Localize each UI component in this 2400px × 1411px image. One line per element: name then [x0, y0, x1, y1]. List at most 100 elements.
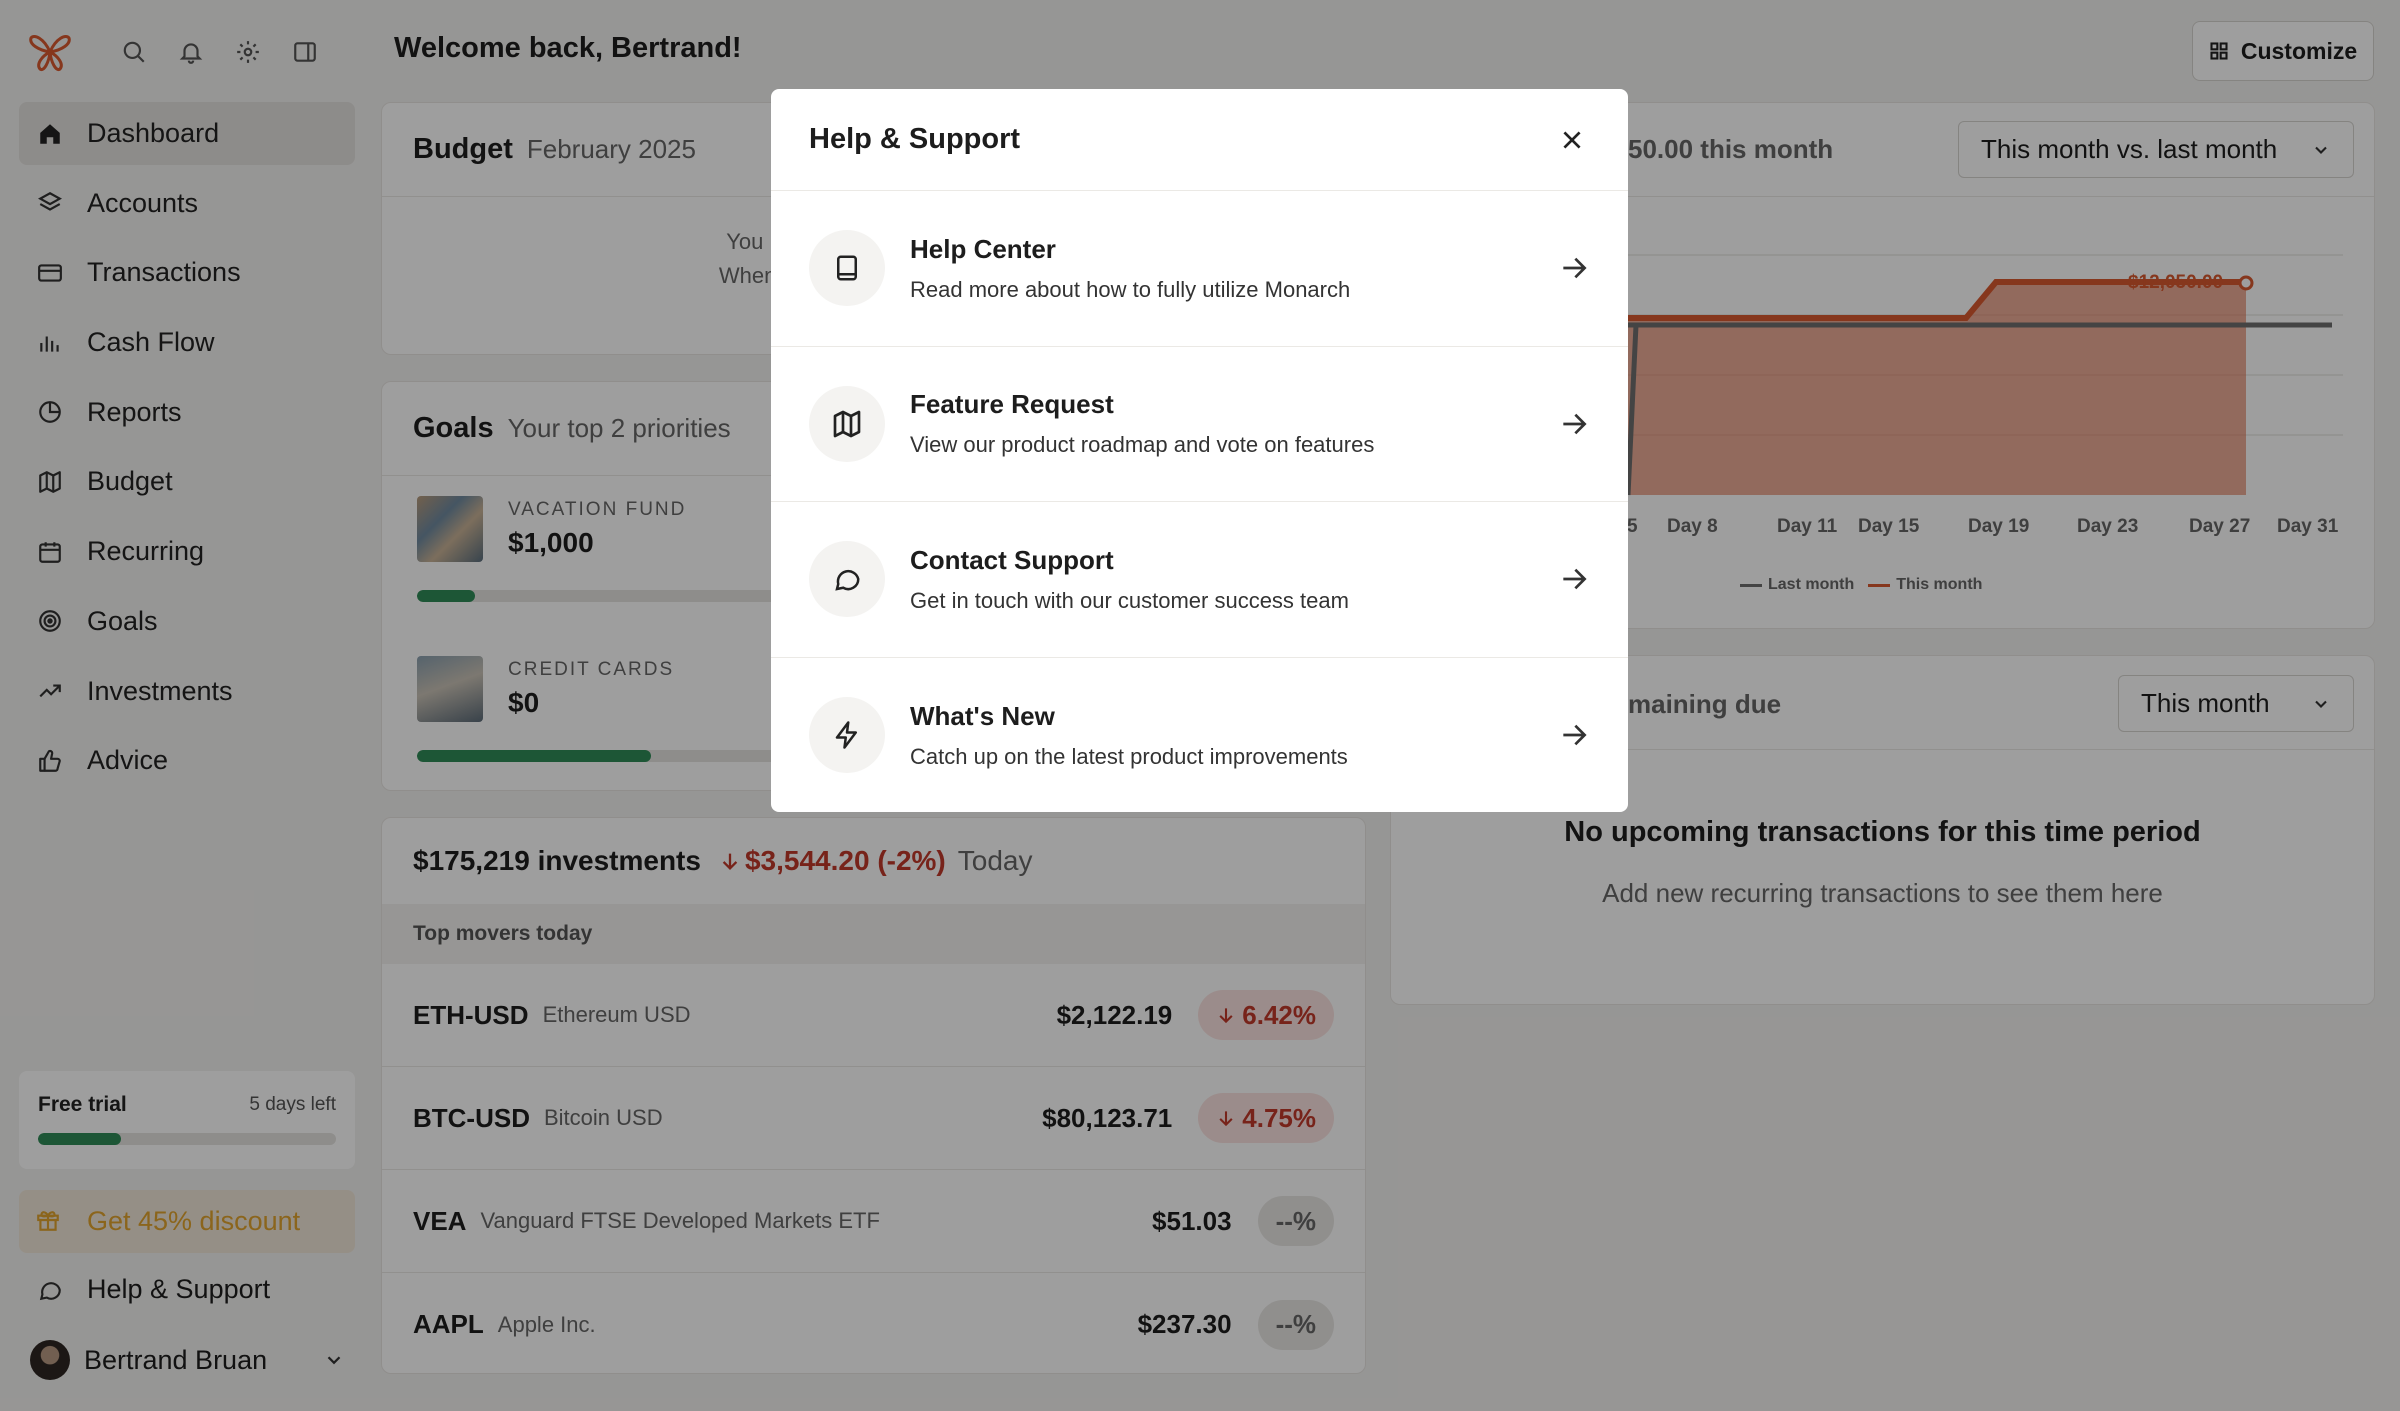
sidebar-item-label: Goals [87, 605, 158, 636]
goal-value: $0 [508, 687, 540, 718]
sidebar-item-goals[interactable]: Goals [19, 590, 355, 653]
arrow-down-icon [1219, 1008, 1233, 1024]
x-tick-label: Day 23 [2077, 516, 2139, 537]
upcoming-empty-subtitle: Add new recurring transactions to see th… [1602, 878, 2163, 908]
arrow-down-icon [722, 853, 738, 870]
sidebar-item-advice[interactable]: Advice [19, 729, 355, 792]
help-center-option[interactable]: Help Center Read more about how to fully… [771, 191, 1628, 347]
option-description: Catch up on the latest product improveme… [910, 743, 1348, 769]
upcoming-period-select[interactable]: This month [2118, 675, 2354, 732]
budget-month: February 2025 [526, 134, 696, 164]
goal-item[interactable]: VACATION FUND $1,000 [417, 496, 686, 562]
mover-name: Bitcoin USD [544, 1105, 663, 1130]
sidebar-item-cash-flow[interactable]: Cash Flow [19, 311, 355, 374]
goal-label: VACATION FUND [508, 499, 687, 520]
investments-change-value: $3,544.20 (-2%) [744, 845, 946, 876]
avatar [30, 1340, 70, 1380]
sidebar-item-label: Investments [87, 675, 233, 706]
layers-icon [35, 188, 65, 218]
mover-change: --% [1275, 1205, 1316, 1236]
mover-row[interactable]: BTC-USD Bitcoin USD $80,123.71 4.75% [382, 1067, 1365, 1170]
spending-partial-title: 50.00 this month [1628, 134, 1834, 164]
trial-progress-bar [38, 1133, 336, 1145]
sidebar-item-label: Transactions [87, 257, 241, 288]
investments-period: Today [957, 845, 1033, 876]
upcoming-partial-title: maining due [1628, 689, 1782, 719]
user-menu[interactable]: Bertrand Bruan [30, 1340, 345, 1380]
sidebar-item-label: Help & Support [87, 1274, 271, 1304]
calendar-icon [35, 537, 65, 567]
free-trial-card[interactable]: Free trial 5 days left [19, 1071, 355, 1169]
close-icon[interactable] [1554, 122, 1590, 158]
movers-header: Top movers today [382, 904, 1365, 964]
investments-header[interactable]: $175,219 investments $3,544.20 (-2%) Tod… [413, 818, 1032, 904]
budget-title: Budget [413, 133, 513, 165]
whats-new-option[interactable]: What's New Catch up on the latest produc… [771, 658, 1628, 813]
trial-days-left: 5 days left [249, 1094, 336, 1115]
trial-label: Free trial [38, 1093, 127, 1116]
credit-card-icon [35, 258, 65, 288]
trial-progress-fill [38, 1133, 122, 1145]
mover-change: 4.75% [1242, 1102, 1316, 1133]
trending-up-icon [35, 676, 65, 706]
mover-row[interactable]: ETH-USD Ethereum USD $2,122.19 6.42% [382, 964, 1365, 1067]
sidebar-item-label: Recurring [87, 536, 205, 567]
investments-total: $175,219 investments [413, 845, 701, 876]
map-icon [35, 467, 65, 497]
arrow-down-icon [1219, 1111, 1233, 1127]
sidebar-item-accounts[interactable]: Accounts [19, 172, 355, 235]
legend-label: This month [1896, 576, 1983, 593]
sidebar-nav: Dashboard Accounts Transactions Cash Flo… [19, 102, 355, 799]
mover-ticker: AAPL [413, 1309, 484, 1339]
arrow-right-icon [1558, 252, 1590, 284]
option-description: Read more about how to fully utilize Mon… [910, 276, 1351, 302]
page-title: Welcome back, Bertrand! [394, 32, 742, 64]
option-title: What's New [910, 700, 1055, 731]
x-tick-label: Day 19 [1968, 516, 2030, 537]
search-icon[interactable] [118, 36, 150, 68]
legend-swatch [1868, 583, 1891, 587]
sidebar-item-budget[interactable]: Budget [19, 450, 355, 513]
x-tick-label: Day 27 [2189, 516, 2251, 537]
option-title: Help Center [910, 233, 1056, 264]
x-tick-label: Day 11 [1777, 516, 1838, 537]
investments-card: $175,219 investments $3,544.20 (-2%) Tod… [381, 817, 1366, 1374]
map-icon [809, 385, 885, 462]
sidebar-item-transactions[interactable]: Transactions [19, 241, 355, 304]
sidebar-toggle-icon[interactable] [289, 36, 321, 68]
bell-icon[interactable] [175, 36, 207, 68]
monarch-logo-icon[interactable] [28, 30, 72, 74]
mover-price: $237.30 [1137, 1309, 1232, 1339]
upcoming-empty-title: No upcoming transactions for this time p… [1564, 816, 2201, 848]
sidebar-item-investments[interactable]: Investments [19, 660, 355, 723]
mover-ticker: ETH-USD [413, 999, 529, 1030]
home-icon [35, 119, 65, 149]
mover-change-badge: 6.42% [1198, 990, 1334, 1040]
compare-period-select[interactable]: This month vs. last month [1958, 121, 2354, 178]
mover-change-badge: 4.75% [1198, 1093, 1334, 1143]
goal-item[interactable]: CREDIT CARDS $0 [417, 656, 674, 722]
option-title: Contact Support [910, 544, 1114, 575]
goal-label: CREDIT CARDS [508, 659, 675, 680]
sidebar-item-label: Accounts [87, 187, 199, 218]
mover-row[interactable]: VEA Vanguard FTSE Developed Markets ETF … [382, 1170, 1365, 1273]
sidebar-item-recurring[interactable]: Recurring [19, 520, 355, 583]
feature-request-option[interactable]: Feature Request View our product roadmap… [771, 347, 1628, 502]
contact-support-option[interactable]: Contact Support Get in touch with our cu… [771, 502, 1628, 658]
sidebar-item-dashboard[interactable]: Dashboard [19, 102, 355, 165]
sidebar-item-label: Reports [87, 396, 182, 427]
sidebar-item-reports[interactable]: Reports [19, 381, 355, 444]
modal-title: Help & Support [809, 123, 1021, 155]
sidebar-item-label: Budget [87, 466, 173, 497]
x-tick-label: Day 15 [1858, 516, 1920, 537]
sidebar-item-help-support[interactable]: Help & Support [19, 1258, 355, 1321]
customize-button[interactable]: Customize [2192, 21, 2374, 81]
thumbs-up-icon [35, 746, 65, 776]
arrow-right-icon [1558, 408, 1590, 440]
goal-image-beach [417, 496, 483, 562]
grid-icon [2209, 41, 2229, 61]
discount-button[interactable]: Get 45% discount [19, 1190, 355, 1253]
mover-row[interactable]: AAPL Apple Inc. $237.30 --% [382, 1273, 1365, 1373]
arrow-right-icon [1558, 563, 1590, 595]
gear-icon[interactable] [232, 36, 264, 68]
